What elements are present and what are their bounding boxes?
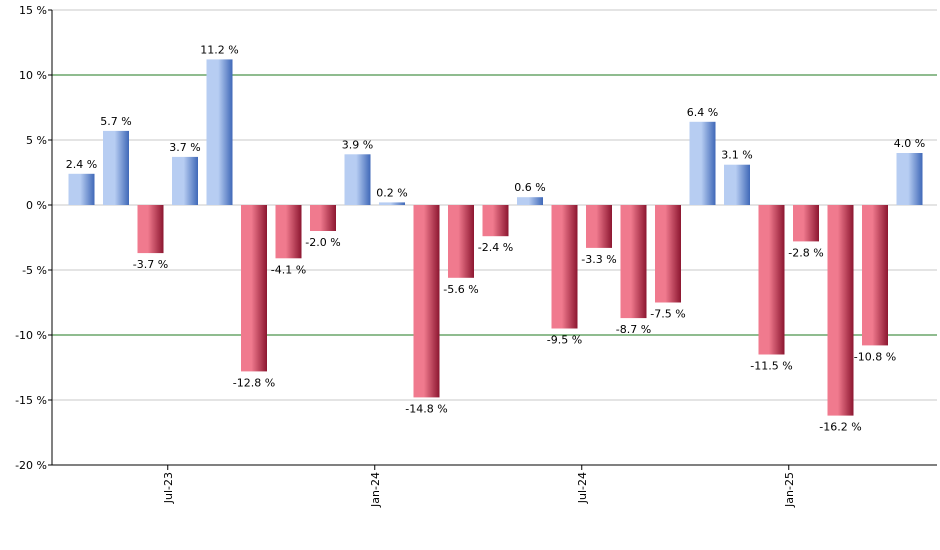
bar [827,205,854,416]
y-tick-label: -15 % [15,394,47,407]
data-label: 0.6 % [514,181,545,194]
bar [620,205,647,319]
y-tick-label: 0 % [26,199,47,212]
data-label: -2.0 % [305,236,340,249]
data-label: 11.2 % [200,43,238,56]
y-tick-label: -5 % [22,264,47,277]
data-label: -3.7 % [133,258,168,271]
data-labels: 2.4 % 5.7 % -3.7 % 3.7 % 11.2 % -12.8 % -4.1 %… [66,43,925,433]
bar [724,164,750,205]
bar [517,197,543,205]
x-axis-tick-labels: Jul-23 Jan-24 Jul-24 Jan-25 [162,472,796,508]
data-label: 5.7 % [100,115,131,128]
bar [241,205,267,372]
data-label: -11.5 % [750,360,792,373]
data-label: -10.8 % [854,350,896,363]
data-label: -8.7 % [616,323,651,336]
bar [68,173,95,205]
gridlines [52,9,937,401]
data-label: -2.4 % [478,241,513,254]
y-tick-label: 10 % [19,69,47,82]
axes [48,9,937,470]
x-tick-label: Jul-23 [162,472,175,504]
data-label: -9.5 % [547,334,582,347]
bar [137,205,164,254]
bar [275,205,302,259]
x-tick-label: Jul-24 [576,472,589,504]
y-tick-label: -10 % [15,329,47,342]
data-label: 0.2 % [376,186,407,199]
data-label: 3.9 % [342,138,373,151]
bar [586,205,612,248]
bar [172,156,198,205]
bar [793,205,819,242]
data-label: 3.1 % [721,149,752,162]
bar [758,205,785,355]
data-label: -7.5 % [650,308,685,321]
data-label: -12.8 % [233,376,275,389]
y-axis-tick-labels: 15 % 10 % 5 % 0 % -5 % -10 % -15 % -20 % [15,4,47,472]
bar [379,202,405,205]
bars [68,59,923,416]
bar [448,205,474,278]
bar [896,153,923,205]
bar [310,205,336,231]
y-tick-label: -20 % [15,459,47,472]
data-label: 4.0 % [894,137,925,150]
x-tick-label: Jan-25 [783,472,796,508]
data-label: -3.3 % [581,253,616,266]
bar [482,205,509,237]
bar [413,205,440,398]
y-tick-label: 5 % [26,134,47,147]
bar [344,154,371,205]
bar [689,121,716,205]
data-label: -14.8 % [405,402,447,415]
data-label: 6.4 % [687,106,718,119]
data-label: -16.2 % [819,421,861,434]
bar [103,130,129,205]
bar [551,205,578,329]
bar [206,59,233,206]
data-label: 3.7 % [169,141,200,154]
bar [862,205,888,346]
data-label: -4.1 % [271,263,306,276]
y-tick-label: 15 % [19,4,47,17]
data-label: -2.8 % [788,246,823,259]
x-tick-label: Jan-24 [369,472,382,508]
bar [655,205,681,303]
data-label: 2.4 % [66,158,97,171]
data-label: -5.6 % [443,283,478,296]
